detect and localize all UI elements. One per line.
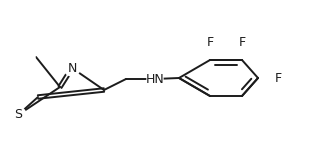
Circle shape	[64, 60, 80, 76]
Text: HN: HN	[145, 72, 164, 86]
Circle shape	[10, 107, 26, 123]
Text: N: N	[67, 61, 77, 75]
Text: F: F	[274, 71, 282, 85]
Circle shape	[25, 52, 35, 62]
Text: S: S	[14, 108, 22, 122]
Circle shape	[202, 34, 218, 50]
Text: F: F	[238, 35, 246, 49]
Circle shape	[270, 70, 286, 86]
Text: F: F	[206, 35, 214, 49]
Circle shape	[234, 34, 250, 50]
Circle shape	[147, 71, 163, 87]
